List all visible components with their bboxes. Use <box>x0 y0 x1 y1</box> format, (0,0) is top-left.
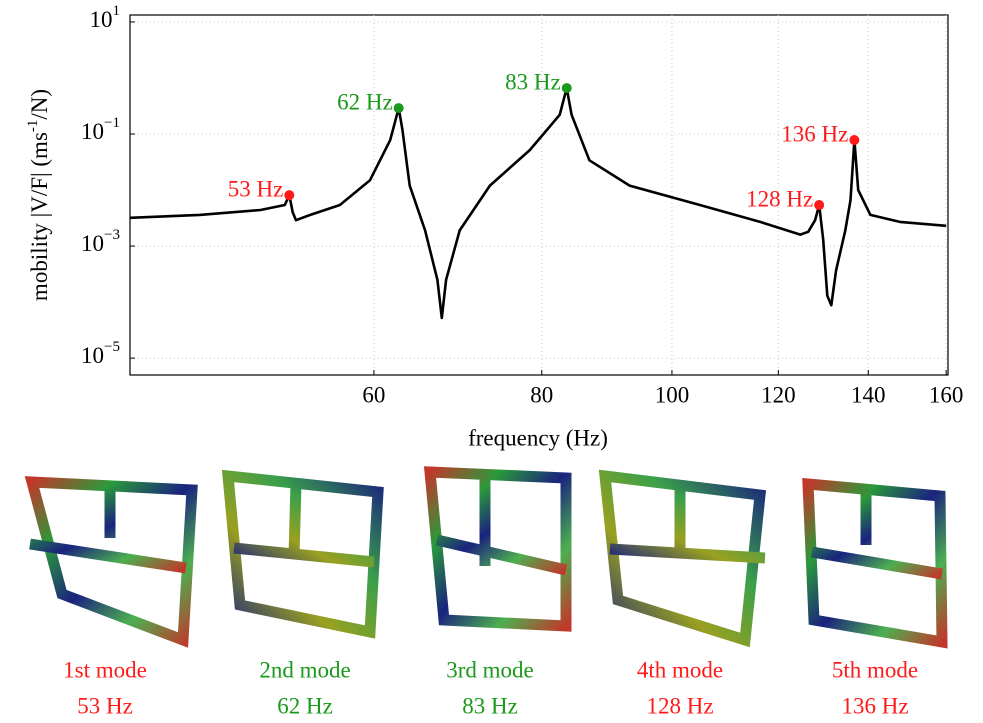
y-label-main: mobility |V/F| (ms <box>27 132 52 301</box>
peak-label: 53 Hz <box>228 176 284 201</box>
peak-label: 83 Hz <box>505 69 561 94</box>
y-label-sup: -1 <box>25 120 41 133</box>
mode-frequency: 136 Hz <box>841 693 908 718</box>
peak-marker <box>814 200 825 211</box>
y-tick-exponent: −5 <box>104 340 120 356</box>
x-tick-label: 80 <box>530 382 553 407</box>
x-axis-label: frequency (Hz) <box>468 425 608 450</box>
x-tick-label: 60 <box>362 382 385 407</box>
y-tick-label: 101 <box>90 3 121 32</box>
plot-frame <box>129 14 949 376</box>
mode-frequency: 83 Hz <box>462 693 518 718</box>
mode-shape-2 <box>221 469 384 639</box>
peak-marker <box>284 190 295 201</box>
y-tick-label: 10−3 <box>81 228 120 257</box>
peak-label: 62 Hz <box>337 89 393 114</box>
mode-frequency: 62 Hz <box>277 693 333 718</box>
peak-marker <box>393 103 404 114</box>
mode-label: 5th mode <box>832 657 918 682</box>
y-tick-exponent: −3 <box>104 228 120 244</box>
x-tick-label: 120 <box>761 382 796 407</box>
mode-frequency: 53 Hz <box>77 693 133 718</box>
y-tick-base: 10 <box>81 119 104 144</box>
y-tick-label: 10−5 <box>81 340 120 369</box>
mode-shape-4 <box>598 469 767 648</box>
mode-shape-3 <box>423 466 572 632</box>
y-tick-base: 10 <box>81 231 104 256</box>
mode-label: 3rd mode <box>446 657 534 682</box>
mode-frequency: 128 Hz <box>646 693 713 718</box>
peak-marker <box>849 135 860 146</box>
y-tick-exponent: −1 <box>104 115 120 131</box>
y-axis-label: mobility |V/F| (ms-1/N) <box>25 89 52 301</box>
x-tick-label: 160 <box>929 382 964 407</box>
mobility-line <box>129 86 947 320</box>
mode-shape-1 <box>24 476 198 648</box>
mode-shapes <box>24 466 948 649</box>
mode-label: 4th mode <box>637 657 723 682</box>
y-tick-base: 10 <box>90 7 113 32</box>
mode-shape-5 <box>802 477 948 649</box>
y-tick-label: 10−1 <box>81 115 120 144</box>
mode-label: 1st mode <box>63 657 147 682</box>
peak-marker <box>561 83 572 94</box>
x-tick-label: 100 <box>655 382 690 407</box>
y-tick-base: 10 <box>81 343 104 368</box>
mode-label: 2nd mode <box>259 657 350 682</box>
x-tick-label: 140 <box>851 382 886 407</box>
y-tick-exponent: 1 <box>113 3 121 19</box>
peak-label: 128 Hz <box>746 186 813 211</box>
y-label-end: /N) <box>27 89 52 120</box>
peak-label: 136 Hz <box>781 121 848 146</box>
